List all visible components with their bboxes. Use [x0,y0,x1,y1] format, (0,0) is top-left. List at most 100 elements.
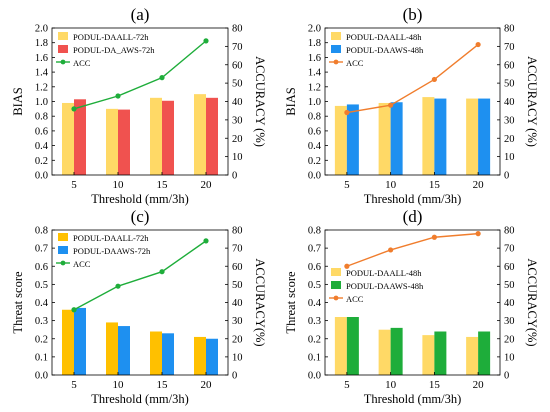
y-tick-label: 1.6 [308,53,321,64]
y2-tick-label: 40 [232,97,243,108]
y-tick-label: 0.3 [308,316,321,327]
y-axis-title: BIAS [11,87,25,116]
x-tick-label: 20 [473,179,485,191]
y2-tick-label: 0 [232,371,237,382]
y2-tick-label: 50 [504,280,515,291]
bar-PODUL-DA_AWS-72h-5 [74,99,86,175]
legend-marker [60,59,66,65]
bar-PODUL-DAAWS-48h-20 [478,98,491,175]
y2-tick-label: 50 [232,79,243,90]
y-tick-label: 0.4 [308,141,322,152]
y2-tick-label: 80 [232,24,243,35]
y-tick-label: 0.6 [308,126,321,137]
x-axis-title: Threshold (mm/3h) [364,392,462,406]
x-tick-label: 10 [385,179,397,191]
y2-tick-label: 20 [504,334,515,345]
y-tick-label: 1.8 [35,38,48,49]
legend-label: PODUL-DAAWS-48h [346,281,424,291]
y-tick-label: 2.0 [308,24,321,35]
y-tick-label: 0.0 [35,171,48,182]
y-tick-label: 0.5 [35,280,48,291]
y-tick-label: 0.2 [308,156,321,167]
acc-point-15 [159,269,165,275]
acc-line [73,240,207,311]
acc-point-10 [115,93,121,99]
y-tick-label: 2.0 [35,24,48,35]
legend-swatch [331,281,341,289]
legend-label: PODUL-DAALL-48h [346,268,422,278]
bar-PODUL-DAALL-48h-10 [378,102,391,175]
acc-point-20 [475,231,481,237]
x-tick-label: 5 [344,379,350,391]
y2-axis-title: ACCURACY (%) [253,56,267,147]
x-tick-label: 20 [473,379,485,391]
x-tick-label: 15 [157,179,169,191]
y-axis-title: BIAS [284,87,298,116]
bar-PODUL-DAALL-72h-5 [62,309,74,375]
y2-axis-title: ACCURACY(%) [253,258,267,346]
panel-label: (b) [403,5,423,24]
acc-point-15 [431,76,437,83]
bar-PODUL-DAALL-72h-10 [106,322,118,375]
acc-point-5 [71,307,77,313]
y-tick-label: 0.6 [35,126,48,137]
y2-tick-label: 70 [504,42,515,53]
y-tick-label: 0.0 [308,371,321,382]
bar-PODUL-DAAWS-48h-5 [346,317,359,375]
y2-tick-label: 70 [504,244,515,255]
y-tick-label: 0.2 [308,334,321,345]
y-tick-label: 0.3 [35,316,48,327]
y2-tick-label: 80 [504,226,515,237]
bar-PODUL-DAAWS-72h-10 [118,326,130,375]
y2-tick-label: 60 [504,60,515,71]
acc-point-15 [159,75,165,81]
acc-line [73,40,207,110]
x-tick-label: 20 [201,179,213,191]
y-tick-label: 0.8 [308,112,321,123]
y2-tick-label: 30 [504,316,515,327]
y2-tick-label: 70 [232,244,243,255]
x-axis-title: Threshold (mm/3h) [91,392,189,406]
y2-tick-label: 20 [504,134,515,145]
bar-PODUL-DAALL-48h-15 [422,335,435,375]
legend-label: PODUL-DAALL-48h [346,32,422,42]
y-tick-label: 0.1 [35,352,48,363]
y2-tick-label: 50 [232,280,243,291]
legend-swatch [58,32,68,40]
y-tick-label: 0.8 [35,112,48,123]
x-tick-label: 15 [429,179,441,191]
acc-point-5 [344,263,350,269]
acc-point-20 [203,238,209,244]
y2-tick-label: 70 [232,42,243,53]
x-tick-label: 10 [113,179,125,191]
y2-axis-title: ACCURACY (%) [525,56,539,147]
legend-swatch [331,268,341,276]
legend-label: ACC [346,294,364,304]
acc-line [346,43,479,114]
bar-PODUL-DAAWS-48h-15 [434,98,447,175]
legend-swatch [331,45,341,53]
bar-PODUL-DAAWS-48h-10 [390,102,403,175]
x-axis-title: Threshold (mm/3h) [91,192,189,206]
y2-tick-label: 0 [504,371,509,382]
y2-tick-label: 30 [232,115,243,126]
acc-line [346,232,479,267]
x-tick-label: 15 [157,379,169,391]
y-tick-label: 0.0 [308,171,321,182]
bar-PODUL-DAAWS-48h-20 [478,331,491,375]
y-tick-label: 0.8 [35,226,48,237]
bar-PODUL-DAALL-72h-10 [106,108,118,175]
legend-label: PODUL-DAALL-72h [73,32,149,42]
y2-tick-label: 10 [232,152,243,163]
bar-PODUL-DAAWS-72h-15 [162,333,174,375]
y-axis-title: Threat score [284,271,298,334]
y2-tick-label: 60 [232,262,243,273]
bar-PODUL-DAALL-48h-5 [334,105,347,175]
legend-label: PODUL-DAALL-72h [73,233,149,243]
y2-tick-label: 30 [232,316,243,327]
panel-label: (d) [403,207,423,226]
bar-PODUL-DAALL-48h-5 [334,317,347,375]
x-tick-label: 10 [113,379,125,391]
bar-PODUL-DAAWS-48h-10 [390,327,403,375]
acc-point-5 [71,106,77,112]
